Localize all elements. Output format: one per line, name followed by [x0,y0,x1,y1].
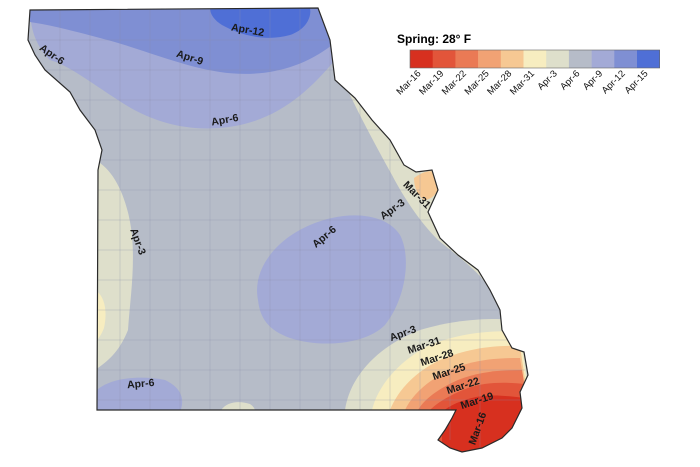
legend-title: Spring: 28° F [397,32,471,46]
legend-swatch [568,50,592,68]
legend-swatch [637,50,660,68]
legend-border [409,49,660,69]
legend: Spring: 28° F Mar-16Mar-19Mar-22Mar-25Ma… [394,32,660,97]
legend-swatch [591,50,615,68]
legend-swatch [455,50,479,68]
zone-apr-9-central [257,215,406,344]
county-lines [30,8,525,450]
contour-label: Apr-6 [210,112,239,129]
contour-label: Apr-12 [230,21,265,39]
legend-swatch [478,50,502,68]
legend-swatches [409,49,660,69]
zone-mar-28-east [414,171,440,200]
legend-tick-label: Apr-6 [558,68,582,92]
zone-apr-15-north [210,8,311,38]
contour-label: Apr-6 [127,377,156,391]
legend-swatch [614,50,638,68]
legend-tick-label: Apr-12 [600,68,628,96]
legend-tick-label: Mar-16 [394,68,423,97]
legend-swatch [523,50,547,68]
legend-swatch [410,50,433,68]
legend-tick-label: Mar-19 [417,68,446,97]
legend-tick-label: Apr-3 [536,68,560,92]
legend-swatch [546,50,570,68]
zone-mar-16-se [442,395,528,452]
missouri-state-border [27,7,529,453]
legend-tick-label: Mar-31 [508,68,537,97]
legend-swatch [500,50,524,68]
legend-tick-label: Mar-22 [440,68,469,97]
zone-apr-9-southwest [97,377,183,412]
legend-swatch [432,50,456,68]
legend-ticks: Mar-16Mar-19Mar-22Mar-25Mar-28Mar-31Apr-… [394,68,650,97]
legend-tick-label: Apr-15 [623,68,651,96]
legend-tick-label: Mar-28 [485,68,514,97]
